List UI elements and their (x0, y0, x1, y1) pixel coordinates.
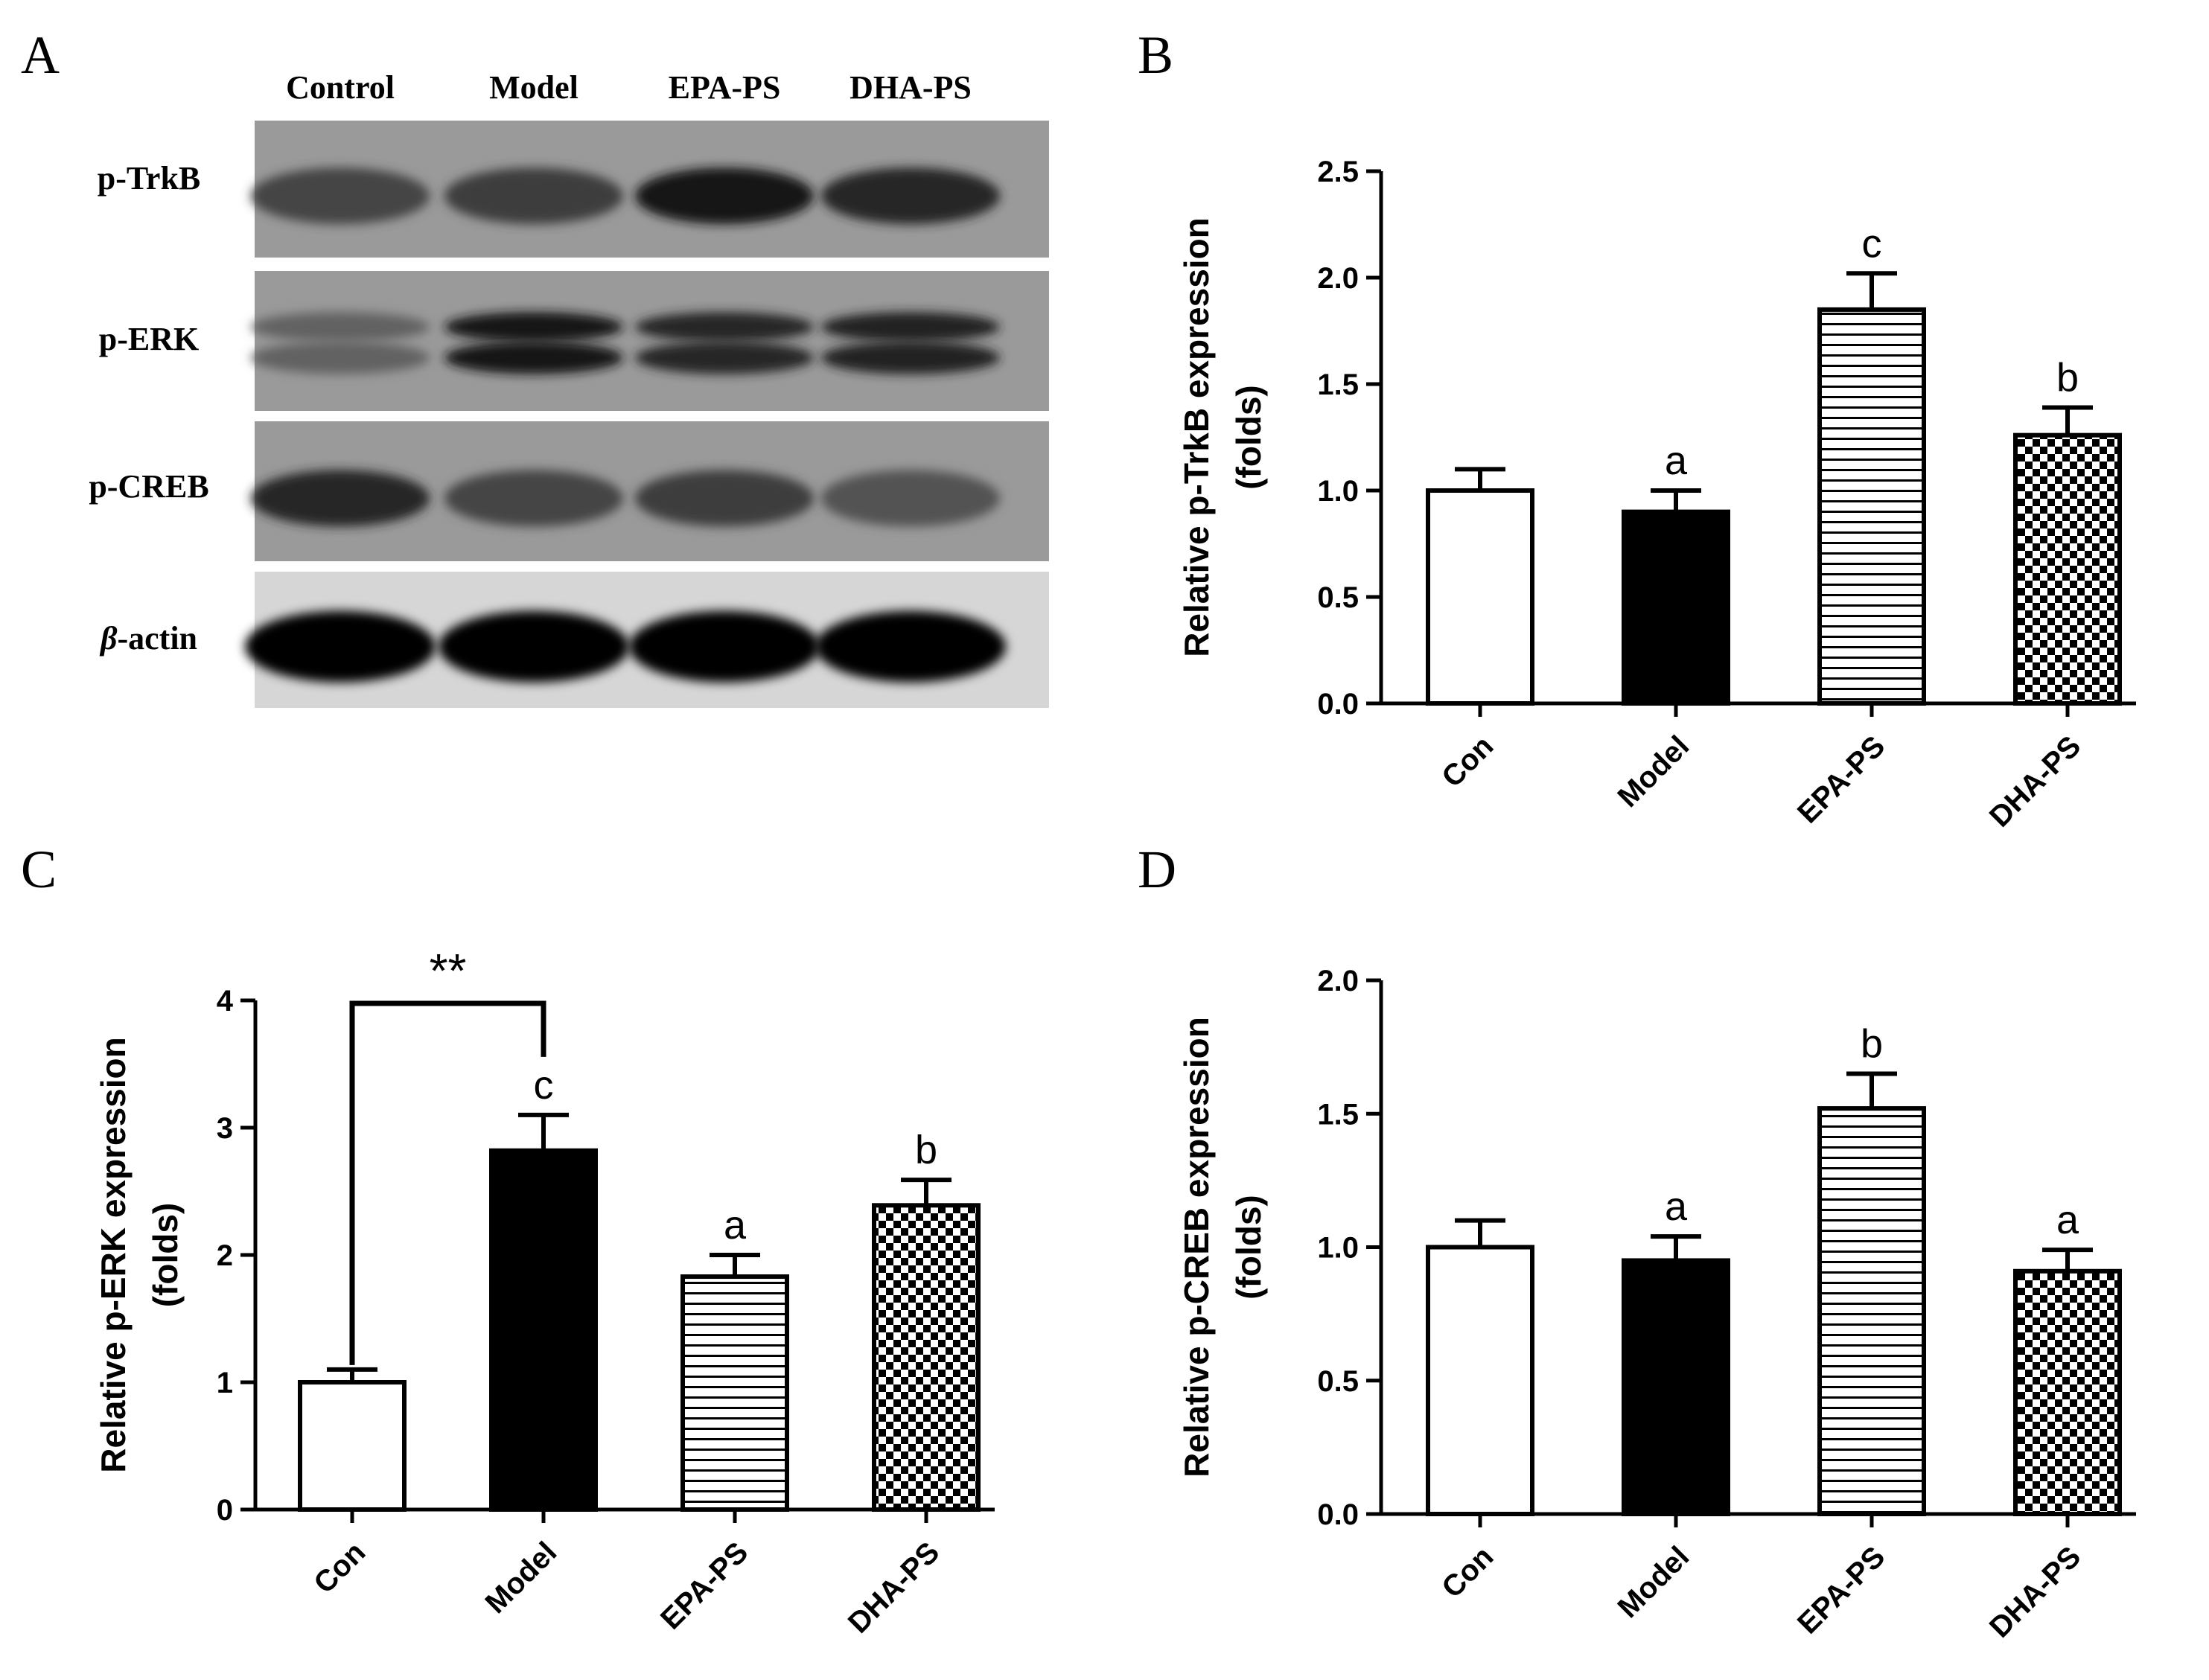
blot-band (444, 341, 623, 374)
category-label: Con (1435, 729, 1499, 793)
blot-row-label-p-trkb: p-TrkB (98, 160, 201, 197)
blot-band (251, 312, 430, 342)
category-label: DHA-PS (1983, 729, 2088, 834)
y-axis-label: Relative p-TrkB expression (1177, 217, 1216, 657)
blot-band (821, 167, 1000, 225)
bar-model (489, 1148, 598, 1513)
category-label: Model (479, 1536, 564, 1620)
bar-dha-ps (872, 1203, 981, 1513)
significance-letter: c (1862, 221, 1882, 266)
significance-stars: ** (430, 944, 467, 997)
blot-band (444, 167, 623, 225)
blot-lane-label-control: Control (286, 69, 395, 106)
significance-letter: b (2056, 355, 2079, 400)
category-label: EPA-PS (1791, 729, 1891, 829)
blot-row-label-p-erk: p-ERK (99, 321, 199, 357)
y-tick-label: 1.0 (1317, 1232, 1359, 1265)
bar-epa-ps (680, 1274, 789, 1512)
category-label: Con (307, 1536, 372, 1600)
blot-band (251, 167, 430, 225)
chart-c: 0 1 2 3 4 Relative p-ERK expression (folds) Con… (94, 944, 995, 1640)
blot-band (251, 470, 430, 527)
blot-band (635, 470, 814, 527)
y-tick-label: 0.0 (1317, 688, 1359, 721)
bar-dha-ps (2013, 1268, 2122, 1516)
bar-con (1426, 488, 1534, 706)
category-label: DHA-PS (1983, 1540, 2088, 1644)
category-label: Con (1435, 1540, 1499, 1604)
y-tick-label: 1.5 (1317, 1098, 1359, 1131)
y-tick-label: 3 (217, 1112, 233, 1145)
beta-symbol: β (99, 620, 118, 657)
category-label: DHA-PS (842, 1536, 946, 1640)
blot-lane-label-epa-ps: EPA-PS (669, 69, 781, 106)
panel-letter-d: D (1138, 840, 1176, 899)
y-axis-label-units: (folds) (1229, 1195, 1268, 1300)
category-label: EPA-PS (1791, 1540, 1891, 1640)
bar-model (1622, 1258, 1730, 1517)
y-tick-label: 0.0 (1317, 1498, 1359, 1531)
blot-band (251, 341, 430, 374)
blot-band (444, 470, 623, 527)
y-tick-label: 2.0 (1317, 965, 1359, 997)
bar-dha-ps (2013, 432, 2122, 706)
y-tick-label: 1.0 (1317, 475, 1359, 508)
y-tick-label: 0.5 (1317, 1365, 1359, 1398)
y-axis-label: Relative p-ERK expression (94, 1037, 133, 1472)
bar-epa-ps (1817, 1106, 1926, 1516)
y-tick-label: 2.5 (1317, 156, 1359, 188)
y-tick-label: 0.5 (1317, 581, 1359, 614)
category-label: Model (1612, 1540, 1696, 1624)
chart-b: 0.0 0.5 1.0 1.5 2.0 2.5 Relative p-TrkB expres… (1177, 156, 2136, 834)
bar-model (1622, 509, 1730, 706)
y-axis-label: Relative p-CREB expression (1177, 1017, 1216, 1478)
y-axis-label-units: (folds) (146, 1203, 185, 1308)
actin-text: -actin (118, 620, 198, 657)
panel-letter-b: B (1138, 25, 1173, 85)
y-tick-label: 1 (217, 1367, 233, 1399)
y-axis-label-units: (folds) (1229, 385, 1268, 490)
blot-band (821, 312, 1000, 342)
y-tick-label: 2 (217, 1239, 233, 1272)
blot-band (821, 341, 1000, 374)
blot-row-label-p-creb: p-CREB (89, 468, 208, 505)
bar-con (298, 1380, 407, 1512)
category-label: EPA-PS (654, 1536, 754, 1635)
blot-row-label-beta-actin: β-actin (99, 620, 197, 657)
panel-letter-a: A (21, 25, 60, 85)
y-tick-label: 1.5 (1317, 368, 1359, 401)
category-label: Model (1612, 729, 1696, 814)
western-blot: Control Model EPA-PS DHA-PS p-TrkB p-ERK… (89, 69, 1049, 708)
blot-band (439, 610, 629, 683)
significance-letter: a (724, 1203, 747, 1248)
significance-bracket (349, 1000, 546, 1365)
panel-letter-c: C (21, 840, 57, 899)
blot-band (821, 470, 1000, 527)
blot-band (245, 610, 436, 683)
significance-letter: a (1665, 1184, 1688, 1229)
y-tick-label: 4 (217, 985, 234, 1018)
blot-band (815, 610, 1006, 683)
y-tick-label: 0 (217, 1494, 233, 1527)
bar-epa-ps (1817, 307, 1926, 706)
blot-band (444, 312, 623, 342)
chart-d: 0.0 0.5 1.0 1.5 2.0 Relative p-CREB expressio… (1177, 965, 2136, 1644)
blot-lane-label-dha-ps: DHA-PS (850, 69, 972, 106)
blot-lane-label-model: Model (489, 69, 578, 106)
blot-band (635, 312, 814, 342)
y-tick-label: 2.0 (1317, 262, 1359, 295)
significance-letter: a (1665, 438, 1688, 483)
significance-letter: b (915, 1128, 937, 1172)
bar-con (1426, 1245, 1534, 1516)
blot-band (635, 167, 814, 225)
significance-letter: b (1861, 1021, 1883, 1066)
significance-letter: c (534, 1063, 554, 1108)
significance-letter: a (2056, 1198, 2079, 1242)
blot-band (629, 610, 820, 683)
blot-band (635, 341, 814, 374)
